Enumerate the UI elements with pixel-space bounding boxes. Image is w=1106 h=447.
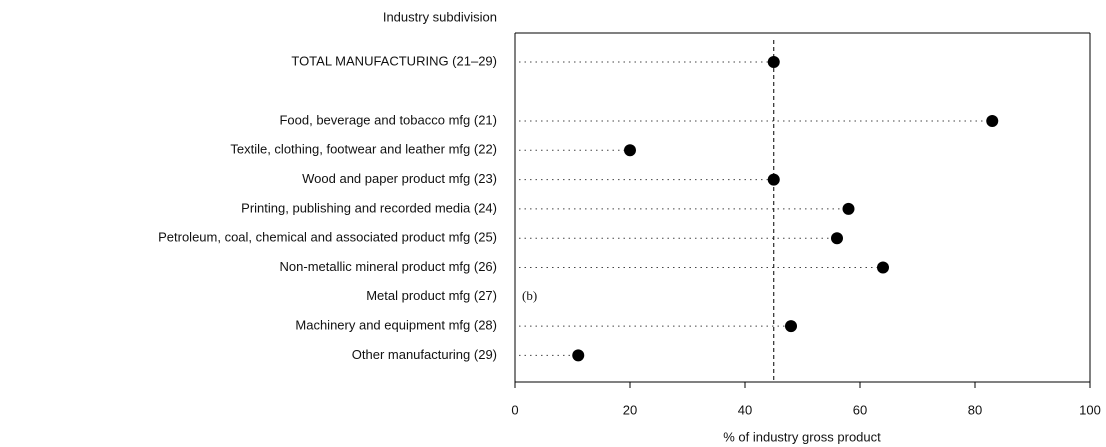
y-tick-label: Machinery and equipment mfg (28) xyxy=(295,318,497,333)
y-tick-label: Wood and paper product mfg (23) xyxy=(302,171,497,186)
y-tick-label: Non-metallic mineral product mfg (26) xyxy=(280,259,497,274)
x-tick-label: 100 xyxy=(1079,402,1101,417)
dot xyxy=(831,232,843,245)
y-tick-label: Food, beverage and tobacco mfg (21) xyxy=(279,112,497,127)
x-tick-label: 60 xyxy=(853,402,867,417)
x-tick-label: 80 xyxy=(968,402,982,417)
dot xyxy=(986,115,999,127)
y-tick-label: Petroleum, coal, chemical and associated… xyxy=(158,230,497,245)
x-tick-label: 40 xyxy=(738,402,752,417)
x-tick-label: 0 xyxy=(511,402,518,417)
x-tick-label: 20 xyxy=(623,402,637,417)
value-label: (b) xyxy=(522,288,537,303)
y-tick-label: Printing, publishing and recorded media … xyxy=(241,200,497,215)
dot xyxy=(572,349,585,362)
dot xyxy=(767,56,780,68)
y-tick-label: Other manufacturing (29) xyxy=(352,347,497,362)
y-tick-label: Metal product mfg (27) xyxy=(366,288,497,303)
dot xyxy=(877,261,889,274)
dot xyxy=(842,202,855,215)
y-tick-label: TOTAL MANUFACTURING (21–29) xyxy=(291,53,497,68)
dot xyxy=(624,144,636,157)
dot xyxy=(767,173,780,186)
y-tick-label: Textile, clothing, footwear and leather … xyxy=(230,142,497,157)
y-axis-label: Industry subdivision xyxy=(383,9,497,24)
dot xyxy=(785,320,797,333)
x-axis-label: % of industry gross product xyxy=(723,429,881,444)
